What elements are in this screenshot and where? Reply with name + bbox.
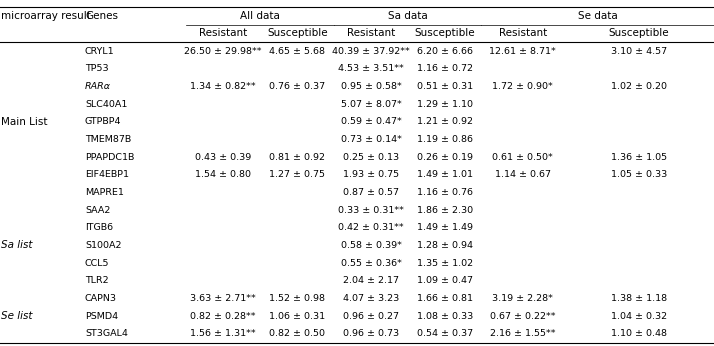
Text: 6.20 ± 6.66: 6.20 ± 6.66: [417, 47, 473, 56]
Text: TLR2: TLR2: [85, 276, 109, 285]
Text: 0.26 ± 0.19: 0.26 ± 0.19: [417, 153, 473, 162]
Text: PSMD4: PSMD4: [85, 311, 118, 320]
Text: 1.21 ± 0.92: 1.21 ± 0.92: [417, 117, 473, 126]
Text: 2.04 ± 2.17: 2.04 ± 2.17: [343, 276, 399, 285]
Text: 4.65 ± 5.68: 4.65 ± 5.68: [269, 47, 326, 56]
Text: 1.08 ± 0.33: 1.08 ± 0.33: [417, 311, 473, 320]
Text: Se list: Se list: [1, 311, 32, 321]
Text: 1.72 ± 0.90*: 1.72 ± 0.90*: [492, 82, 553, 91]
Text: MAPRE1: MAPRE1: [85, 188, 124, 197]
Text: 5.07 ± 8.07*: 5.07 ± 8.07*: [341, 100, 402, 109]
Text: 1.56 ± 1.31**: 1.56 ± 1.31**: [191, 329, 256, 338]
Text: 0.76 ± 0.37: 0.76 ± 0.37: [269, 82, 326, 91]
Text: 4.07 ± 3.23: 4.07 ± 3.23: [343, 294, 399, 303]
Text: Sa data: Sa data: [388, 11, 428, 21]
Text: 1.06 ± 0.31: 1.06 ± 0.31: [269, 311, 326, 320]
Text: S100A2: S100A2: [85, 241, 121, 250]
Text: 1.86 ± 2.30: 1.86 ± 2.30: [417, 206, 473, 215]
Text: ITGB6: ITGB6: [85, 223, 113, 232]
Text: 0.51 ± 0.31: 0.51 ± 0.31: [417, 82, 473, 91]
Text: RARα: RARα: [85, 82, 111, 91]
Text: 1.16 ± 0.76: 1.16 ± 0.76: [417, 188, 473, 197]
Text: 1.36 ± 1.05: 1.36 ± 1.05: [611, 153, 667, 162]
Text: 1.93 ± 0.75: 1.93 ± 0.75: [343, 170, 399, 179]
Text: 3.10 ± 4.57: 3.10 ± 4.57: [611, 47, 667, 56]
Text: Genes: Genes: [85, 11, 118, 21]
Text: 1.49 ± 1.01: 1.49 ± 1.01: [417, 170, 473, 179]
Text: 1.09 ± 0.47: 1.09 ± 0.47: [417, 276, 473, 285]
Text: PPAPDC1B: PPAPDC1B: [85, 153, 134, 162]
Text: 3.19 ± 2.28*: 3.19 ± 2.28*: [492, 294, 553, 303]
Text: Sa list: Sa list: [1, 240, 32, 251]
Text: 1.29 ± 1.10: 1.29 ± 1.10: [417, 100, 473, 109]
Text: EIF4EBP1: EIF4EBP1: [85, 170, 129, 179]
Text: 1.28 ± 0.94: 1.28 ± 0.94: [417, 241, 473, 250]
Text: 1.35 ± 1.02: 1.35 ± 1.02: [417, 258, 473, 267]
Text: 40.39 ± 37.92**: 40.39 ± 37.92**: [333, 47, 410, 56]
Text: 0.96 ± 0.27: 0.96 ± 0.27: [343, 311, 399, 320]
Text: 1.52 ± 0.98: 1.52 ± 0.98: [269, 294, 326, 303]
Text: 0.54 ± 0.37: 0.54 ± 0.37: [417, 329, 473, 338]
Text: 0.42 ± 0.31**: 0.42 ± 0.31**: [338, 223, 404, 232]
Text: Main List: Main List: [1, 117, 47, 127]
Text: ST3GAL4: ST3GAL4: [85, 329, 128, 338]
Text: CCL5: CCL5: [85, 258, 109, 267]
Text: All data: All data: [240, 11, 280, 21]
Text: 0.25 ± 0.13: 0.25 ± 0.13: [343, 153, 399, 162]
Text: microarray result: microarray result: [1, 11, 91, 21]
Text: 1.05 ± 0.33: 1.05 ± 0.33: [611, 170, 667, 179]
Text: Susceptible: Susceptible: [415, 28, 475, 38]
Text: SLC40A1: SLC40A1: [85, 100, 127, 109]
Text: 0.43 ± 0.39: 0.43 ± 0.39: [195, 153, 251, 162]
Text: 1.16 ± 0.72: 1.16 ± 0.72: [417, 64, 473, 73]
Text: Resistant: Resistant: [347, 28, 396, 38]
Text: 0.82 ± 0.50: 0.82 ± 0.50: [269, 329, 326, 338]
Text: 4.53 ± 3.51**: 4.53 ± 3.51**: [338, 64, 404, 73]
Text: 0.73 ± 0.14*: 0.73 ± 0.14*: [341, 135, 402, 144]
Text: 1.10 ± 0.48: 1.10 ± 0.48: [611, 329, 667, 338]
Text: 1.19 ± 0.86: 1.19 ± 0.86: [417, 135, 473, 144]
Text: 0.59 ± 0.47*: 0.59 ± 0.47*: [341, 117, 402, 126]
Text: 0.33 ± 0.31**: 0.33 ± 0.31**: [338, 206, 404, 215]
Text: 1.14 ± 0.67: 1.14 ± 0.67: [495, 170, 550, 179]
Text: 3.63 ± 2.71**: 3.63 ± 2.71**: [190, 294, 256, 303]
Text: TMEM87B: TMEM87B: [85, 135, 131, 144]
Text: 1.38 ± 1.18: 1.38 ± 1.18: [611, 294, 667, 303]
Text: 1.02 ± 0.20: 1.02 ± 0.20: [611, 82, 667, 91]
Text: 1.54 ± 0.80: 1.54 ± 0.80: [195, 170, 251, 179]
Text: 26.50 ± 29.98**: 26.50 ± 29.98**: [184, 47, 262, 56]
Text: CRYL1: CRYL1: [85, 47, 114, 56]
Text: 12.61 ± 8.71*: 12.61 ± 8.71*: [489, 47, 556, 56]
Text: 0.96 ± 0.73: 0.96 ± 0.73: [343, 329, 399, 338]
Text: 1.27 ± 0.75: 1.27 ± 0.75: [269, 170, 326, 179]
Text: 1.66 ± 0.81: 1.66 ± 0.81: [417, 294, 473, 303]
Text: 1.04 ± 0.32: 1.04 ± 0.32: [611, 311, 667, 320]
Text: GTPBP4: GTPBP4: [85, 117, 121, 126]
Text: 0.82 ± 0.28**: 0.82 ± 0.28**: [191, 311, 256, 320]
Text: 1.49 ± 1.49: 1.49 ± 1.49: [417, 223, 473, 232]
Text: 2.16 ± 1.55**: 2.16 ± 1.55**: [490, 329, 555, 338]
Text: Se data: Se data: [578, 11, 618, 21]
Text: 0.61 ± 0.50*: 0.61 ± 0.50*: [492, 153, 553, 162]
Text: 0.58 ± 0.39*: 0.58 ± 0.39*: [341, 241, 402, 250]
Text: 0.95 ± 0.58*: 0.95 ± 0.58*: [341, 82, 402, 91]
Text: SAA2: SAA2: [85, 206, 111, 215]
Text: Resistant: Resistant: [498, 28, 547, 38]
Text: Susceptible: Susceptible: [267, 28, 328, 38]
Text: 0.67 ± 0.22**: 0.67 ± 0.22**: [490, 311, 555, 320]
Text: TP53: TP53: [85, 64, 109, 73]
Text: Susceptible: Susceptible: [609, 28, 669, 38]
Text: 0.87 ± 0.57: 0.87 ± 0.57: [343, 188, 399, 197]
Text: 0.55 ± 0.36*: 0.55 ± 0.36*: [341, 258, 402, 267]
Text: 1.34 ± 0.82**: 1.34 ± 0.82**: [191, 82, 256, 91]
Text: 0.81 ± 0.92: 0.81 ± 0.92: [269, 153, 326, 162]
Text: CAPN3: CAPN3: [85, 294, 117, 303]
Text: Resistant: Resistant: [199, 28, 247, 38]
